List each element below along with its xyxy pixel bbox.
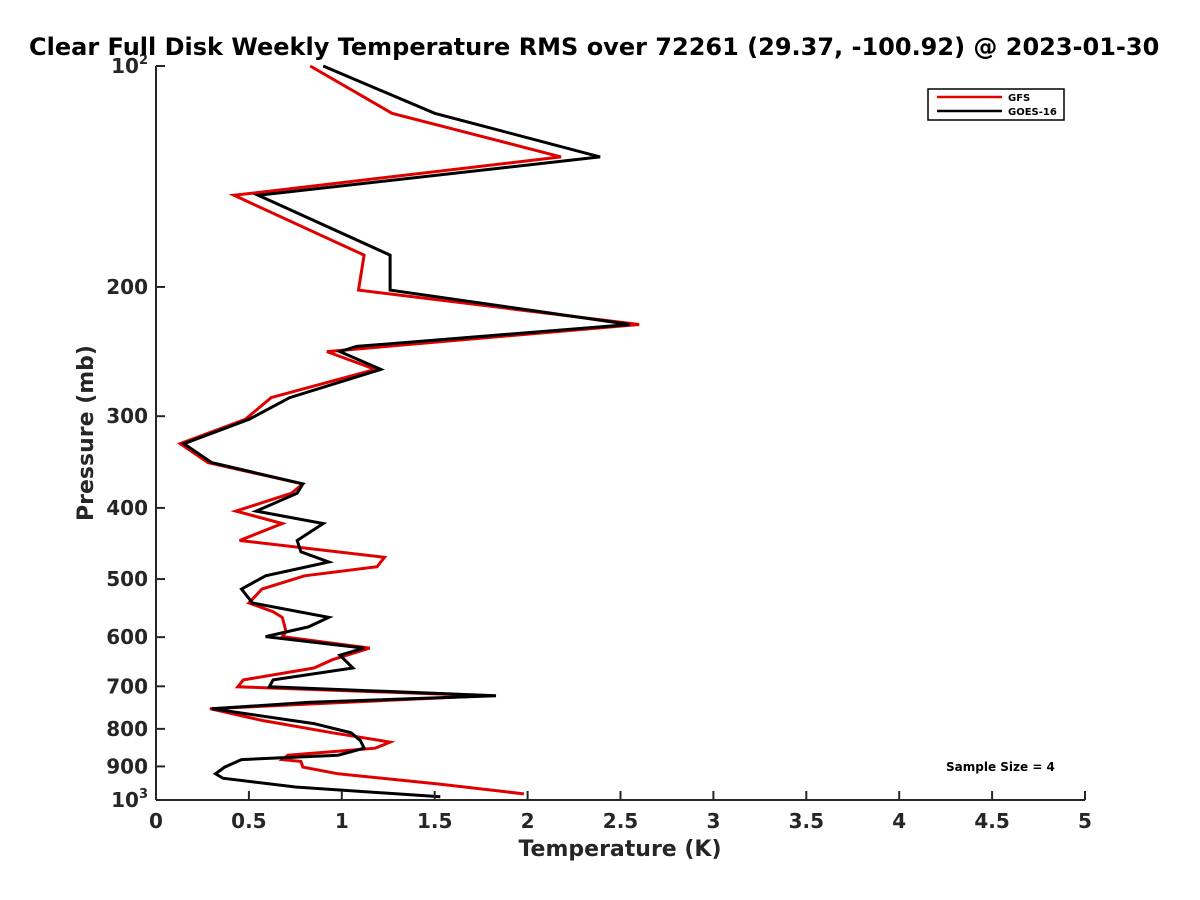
x-tick-label: 3.5	[789, 809, 824, 833]
legend-box	[927, 88, 1065, 121]
y-tick-label: 102	[111, 53, 148, 78]
x-tick-label: 4	[892, 809, 906, 833]
series-layer	[176, 64, 640, 799]
y-axis-label: Pressure (mb)	[74, 345, 99, 521]
y-tick-label: 103	[111, 787, 148, 812]
x-tick-label: 2	[521, 809, 535, 833]
legend-label-gfs: GFS	[1008, 93, 1030, 104]
x-tick-label: 4.5	[974, 809, 1009, 833]
x-tick-label: 3	[706, 809, 720, 833]
sample-size-annotation: Sample Size = 4	[946, 760, 1055, 774]
x-tick-label: 2.5	[603, 809, 638, 833]
y-tick-label: 800	[106, 717, 148, 741]
y-axis-ticks: 102 200 300 400 500 600 700 800 900 103	[106, 53, 165, 812]
y-tick-label: 200	[106, 275, 148, 299]
y-tick-label: 300	[106, 404, 148, 428]
x-tick-label: 0	[149, 809, 163, 833]
x-axis-label: Temperature (K)	[518, 837, 721, 862]
y-tick-label: 900	[106, 754, 148, 778]
series-line-gfs	[176, 64, 640, 796]
x-tick-label: 1	[335, 809, 349, 833]
y-tick-label: 400	[106, 496, 148, 520]
x-axis-ticks: 0 0.5 1 1.5 2 2.5 3 3.5 4 4.5 5	[149, 791, 1092, 833]
y-tick-label: 500	[106, 567, 148, 591]
x-tick-label: 0.5	[231, 809, 266, 833]
legend: GFS GOES-16	[927, 88, 1065, 121]
y-tick-label: 700	[106, 674, 148, 698]
y-tick-label: 600	[106, 625, 148, 649]
series-line-goes-16	[180, 64, 631, 799]
x-tick-label: 1.5	[417, 809, 452, 833]
legend-label-goes-16: GOES-16	[1008, 107, 1057, 118]
chart-title: Clear Full Disk Weekly Temperature RMS o…	[29, 33, 1159, 61]
x-tick-label: 5	[1078, 809, 1092, 833]
